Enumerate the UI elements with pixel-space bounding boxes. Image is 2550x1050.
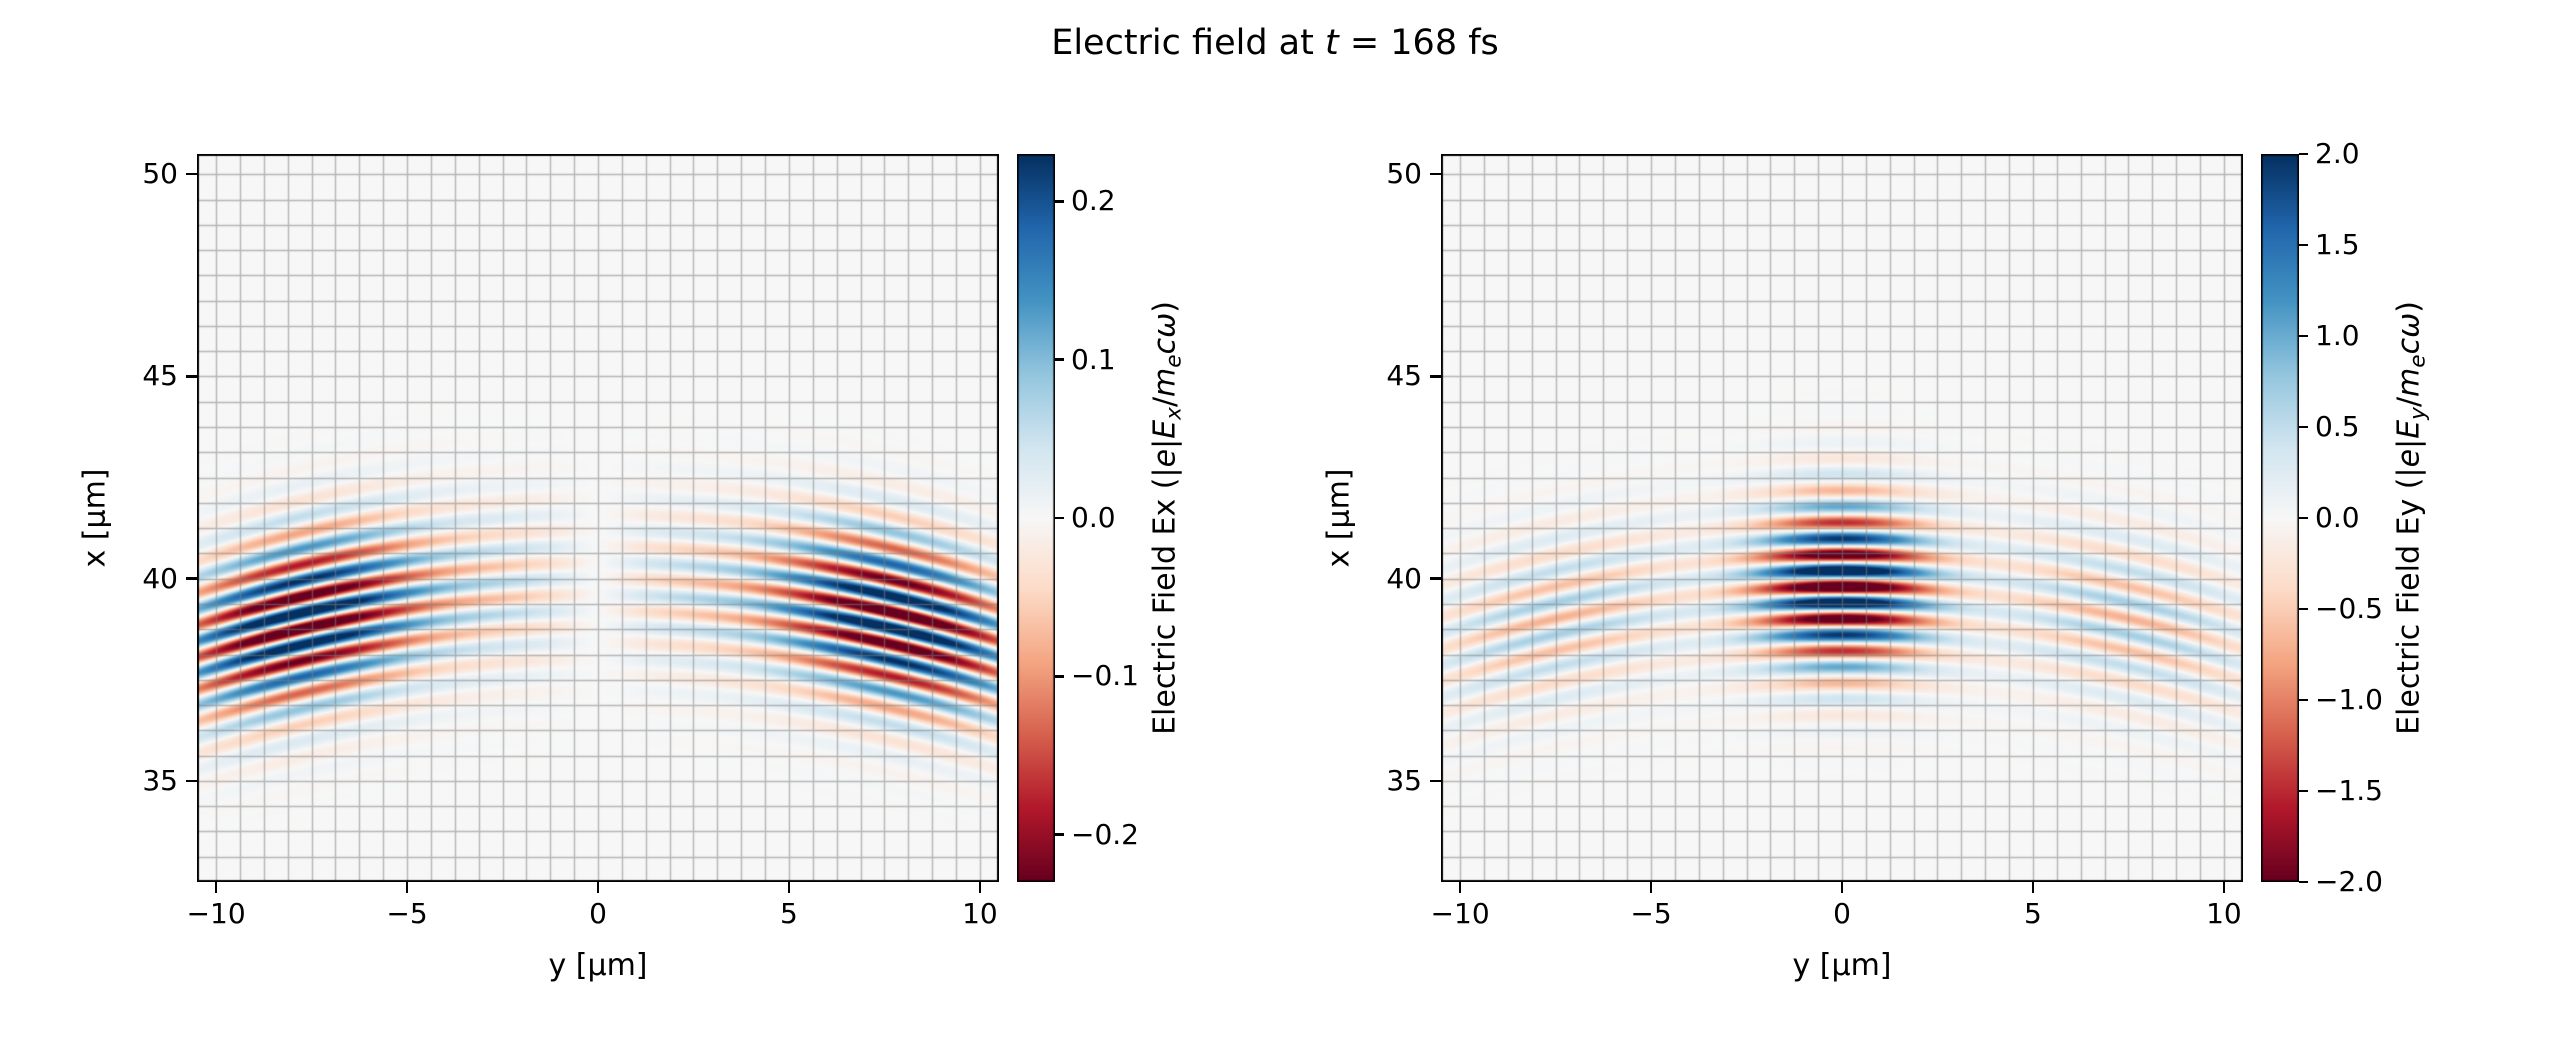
x-tick-mark: [1458, 882, 1462, 893]
label-segment: e: [2391, 448, 2427, 468]
colorbar-tick-mark: [1055, 516, 1064, 520]
x-tick-label: 0: [1833, 897, 1851, 930]
x-tick-mark: [2031, 882, 2035, 893]
plot-area-ey: y [μm] x [μm] −10 −5 0 5 10 35 40 45 50: [1322, 154, 2243, 983]
label-segment: t: [1324, 23, 1339, 63]
colorbar-tick-label: 0.0: [1071, 501, 1116, 534]
colorbar-gradient-ey: [2261, 154, 2299, 882]
label-segment: /: [2391, 396, 2427, 408]
x-tick-label: 10: [2206, 897, 2242, 930]
x-tick-label: 5: [2024, 897, 2042, 930]
label-segment: c: [2391, 337, 2427, 355]
figure-title: Electric field at t = 168 fs: [0, 22, 2550, 64]
colorbar-tick-mark: [2299, 516, 2308, 520]
colorbar-ex: Electric Field Ex (|e|Ex/mecω) 0.2 0.1 0.0…: [1017, 154, 1187, 882]
y-tick-mark: [186, 172, 197, 176]
colorbar-tick-label: −2.0: [2315, 865, 2383, 898]
colorbar-tick-label: 2.0: [2315, 137, 2360, 170]
colorbar-tick-label: −1.0: [2315, 683, 2383, 716]
x-tick-label: −5: [1630, 897, 1672, 930]
colorbar-tick-mark: [1055, 200, 1064, 203]
x-tick-mark: [214, 882, 218, 893]
y-tick-mark: [1430, 375, 1441, 378]
colorbar-tick-label: 0.0: [2315, 501, 2360, 534]
colorbar-tick-mark: [2299, 789, 2308, 793]
y-tick-label: 50: [142, 157, 178, 191]
y-tick-label: 50: [1386, 157, 1422, 191]
x-tick-mark: [1649, 882, 1653, 893]
y-tick-mark: [1430, 577, 1441, 580]
heatmap-ex: [197, 154, 999, 882]
colorbar-tick-label: 0.2: [1071, 184, 1116, 218]
colorbar-tick-mark: [2299, 152, 2308, 156]
heatmap-ey: [1441, 154, 2243, 882]
x-tick-label: 5: [780, 897, 798, 930]
x-tick-mark: [1840, 882, 1844, 893]
label-segment: Electric field at: [1051, 23, 1325, 63]
x-tick-label: 10: [962, 897, 998, 930]
label-segment: y: [2405, 407, 2431, 420]
x-tick-mark: [978, 882, 982, 893]
colorbar-ey: Electric Field Ey (|e|Ey/mecω) 2.0 1.5 1.0…: [2261, 140, 2431, 896]
colorbar-tick-mark: [1055, 833, 1064, 836]
x-tick-label: 0: [589, 897, 607, 930]
y-tick-mark: [1430, 779, 1441, 783]
colorbar-tick-label: −0.5: [2315, 592, 2383, 625]
x-tick-label: −10: [1430, 897, 1490, 930]
colorbar-tick-label: 1.0: [2315, 319, 2360, 352]
colorbar-tick-mark: [2299, 880, 2308, 884]
colorbar-tick-mark: [2299, 698, 2308, 702]
label-segment: |: [2391, 438, 2427, 449]
colorbar-tick-mark: [2299, 425, 2308, 429]
y-tick-mark: [186, 375, 197, 378]
y-tick-label: 45: [1386, 359, 1422, 393]
colorbar-tick-mark: [2299, 243, 2308, 247]
colorbar-tick-label: 1.5: [2315, 228, 2360, 261]
x-tick-mark: [2222, 882, 2226, 893]
plot-area-ex: y [μm] x [μm] −10 −5 0 5 10 35 40 45 50: [78, 154, 999, 983]
y-tick-mark: [186, 577, 197, 580]
x-tick-mark: [787, 882, 791, 893]
label-segment: ω: [2391, 312, 2427, 338]
y-tick-label: 35: [142, 763, 178, 797]
x-axis-label-ey: y [μm]: [1792, 948, 1892, 983]
label-segment: E: [2391, 419, 2427, 439]
label-segment: m: [2391, 367, 2427, 397]
label-segment: e: [2405, 354, 2431, 368]
colorbar-tick-label: −0.2: [1071, 817, 1139, 851]
y-tick-label: 35: [1386, 763, 1422, 797]
label-segment: ): [2391, 301, 2427, 313]
x-tick-mark: [405, 882, 409, 893]
colorbar-tick-label: 0.5: [2315, 410, 2360, 443]
label-segment: Electric Field Ey (|: [2391, 467, 2427, 735]
x-tick-label: −5: [386, 897, 428, 930]
colorbar-tick-label: 0.1: [1071, 342, 1116, 376]
y-tick-mark: [1430, 172, 1441, 176]
colorbar-tick-mark: [2299, 607, 2308, 611]
x-tick-label: −10: [186, 897, 246, 930]
x-axis-label-ex: y [μm]: [548, 948, 648, 983]
colorbar-tick-mark: [2299, 334, 2308, 338]
colorbar-tick-mark: [1055, 675, 1064, 678]
colorbar-gradient-ex: [1017, 154, 1055, 882]
colorbar-tick-label: −0.1: [1071, 659, 1139, 693]
y-tick-mark: [186, 779, 197, 783]
y-tick-label: 40: [1386, 561, 1422, 595]
colorbar-tick-mark: [1055, 358, 1064, 361]
x-tick-mark: [596, 882, 600, 893]
y-tick-label: 40: [142, 561, 178, 595]
label-segment: = 168 fs: [1338, 23, 1499, 63]
y-tick-label: 45: [142, 359, 178, 393]
colorbar-tick-label: −1.5: [2315, 774, 2383, 807]
